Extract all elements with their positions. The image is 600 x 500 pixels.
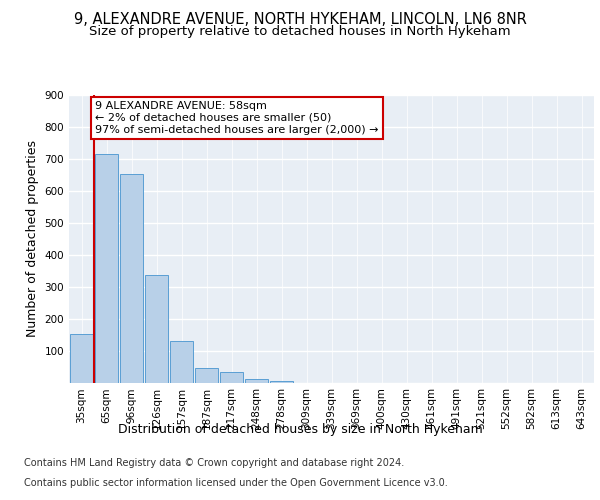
Bar bbox=[270, 381, 293, 382]
Text: Size of property relative to detached houses in North Hykeham: Size of property relative to detached ho… bbox=[89, 25, 511, 38]
Bar bbox=[95, 154, 118, 382]
Bar bbox=[70, 334, 93, 382]
Bar bbox=[195, 368, 218, 382]
Bar bbox=[220, 372, 243, 382]
Text: 9, ALEXANDRE AVENUE, NORTH HYKEHAM, LINCOLN, LN6 8NR: 9, ALEXANDRE AVENUE, NORTH HYKEHAM, LINC… bbox=[74, 12, 526, 28]
Text: Distribution of detached houses by size in North Hykeham: Distribution of detached houses by size … bbox=[118, 422, 482, 436]
Bar bbox=[120, 174, 143, 382]
Bar bbox=[145, 274, 168, 382]
Text: Contains HM Land Registry data © Crown copyright and database right 2024.: Contains HM Land Registry data © Crown c… bbox=[24, 458, 404, 468]
Bar bbox=[245, 378, 268, 382]
Bar bbox=[170, 341, 193, 382]
Text: Contains public sector information licensed under the Open Government Licence v3: Contains public sector information licen… bbox=[24, 478, 448, 488]
Y-axis label: Number of detached properties: Number of detached properties bbox=[26, 140, 39, 337]
Text: 9 ALEXANDRE AVENUE: 58sqm
← 2% of detached houses are smaller (50)
97% of semi-d: 9 ALEXANDRE AVENUE: 58sqm ← 2% of detach… bbox=[95, 102, 379, 134]
